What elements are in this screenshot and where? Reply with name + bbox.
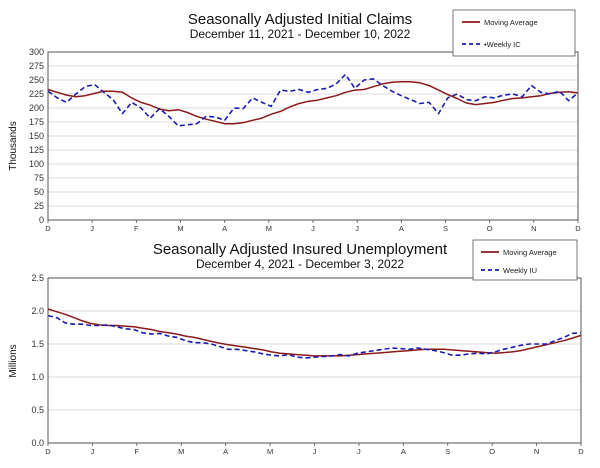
y-tick-label: 2.0 (31, 306, 44, 316)
chart2-legend-box (472, 239, 578, 281)
chart2-legend-ma: Moving Average (503, 248, 557, 257)
x-tick-label: D (45, 224, 51, 233)
y-tick-label: 25 (34, 201, 44, 211)
chart1-y-label: Thousands (8, 121, 19, 170)
chart1-frame (47, 51, 579, 221)
chart2-y-ticks: 0.0 0.5 1.0 1.5 2.0 2.5 (31, 273, 44, 448)
y-tick-label: 0 (39, 215, 44, 225)
x-tick-label: S (443, 224, 448, 233)
initial-claims-chart: Seasonally Adjusted Initial Claims Decem… (8, 9, 581, 233)
y-tick-label: 0.5 (31, 405, 44, 415)
chart1-title: Seasonally Adjusted Initial Claims (188, 11, 412, 28)
chart1-series (47, 73, 579, 127)
x-tick-label: J (313, 447, 317, 456)
x-tick-label: J (311, 224, 315, 233)
x-tick-label: O (487, 224, 493, 233)
x-tick-label: S (445, 447, 450, 456)
chart1-legend: Moving Average •Weekly IC (452, 9, 576, 57)
x-tick-label: J (91, 447, 95, 456)
x-tick-label: A (401, 447, 406, 456)
y-tick-label: 250 (29, 75, 44, 85)
y-tick-label: 175 (29, 117, 44, 127)
x-tick-label: N (534, 447, 539, 456)
insured-unemployment-chart: Seasonally Adjusted Insured Unemployment… (8, 239, 584, 456)
y-tick-label: 50 (34, 187, 44, 197)
chart2-title: Seasonally Adjusted Insured Unemployment (153, 241, 448, 258)
chart1-gridlines (48, 51, 578, 221)
chart1-subtitle: December 11, 2021 - December 10, 2022 (190, 27, 411, 41)
chart1-legend-box (452, 9, 576, 57)
x-tick-label: J (90, 224, 94, 233)
x-tick-label: M (266, 224, 272, 233)
x-tick-label: J (355, 224, 359, 233)
weekly-series-line (47, 314, 582, 359)
chart2-subtitle: December 4, 2021 - December 3, 2022 (196, 257, 404, 271)
x-tick-label: A (399, 224, 404, 233)
x-tick-label: N (531, 224, 536, 233)
x-tick-label: M (178, 447, 184, 456)
x-tick-label: J (357, 447, 361, 456)
y-tick-label: 150 (29, 131, 44, 141)
y-tick-label: 300 (29, 47, 44, 57)
y-tick-label: 1.0 (31, 372, 44, 382)
x-tick-label: O (489, 447, 495, 456)
x-tick-label: F (135, 447, 140, 456)
chart2-frame (47, 277, 582, 444)
moving-average-line (47, 80, 579, 125)
x-tick-label: M (177, 224, 183, 233)
y-tick-label: 75 (34, 173, 44, 183)
plot-border (47, 51, 579, 221)
weekly-series-line (47, 73, 579, 127)
chart1-y-ticks: 0 25 50 75 100 125 150 175 200 225 250 275 300 (29, 47, 44, 225)
x-tick-label: D (45, 447, 51, 456)
x-tick-label: F (134, 224, 139, 233)
x-tick-label: D (578, 447, 584, 456)
y-tick-label: 275 (29, 61, 44, 71)
y-tick-label: 2.5 (31, 273, 44, 283)
x-tick-label: D (575, 224, 581, 233)
moving-average-line (47, 308, 582, 357)
chart1-legend-weekly: •Weekly IC (484, 40, 521, 49)
chart2-gridlines (48, 277, 581, 444)
y-tick-label: 200 (29, 103, 44, 113)
y-tick-label: 125 (29, 145, 44, 155)
y-tick-label: 0.0 (31, 438, 44, 448)
x-tick-label: A (223, 447, 228, 456)
chart2-y-label: Millions (8, 344, 19, 377)
chart2-series (47, 308, 582, 359)
x-tick-label: A (222, 224, 227, 233)
chart1-legend-ma: Moving Average (484, 18, 538, 27)
y-tick-label: 225 (29, 89, 44, 99)
plot-border (47, 277, 582, 444)
y-tick-label: 1.5 (31, 339, 44, 349)
x-tick-label: M (267, 447, 273, 456)
chart2-legend: Moving Average Weekly IU (472, 239, 578, 281)
y-tick-label: 100 (29, 159, 44, 169)
chart2-legend-weekly: Weekly IU (503, 266, 537, 275)
